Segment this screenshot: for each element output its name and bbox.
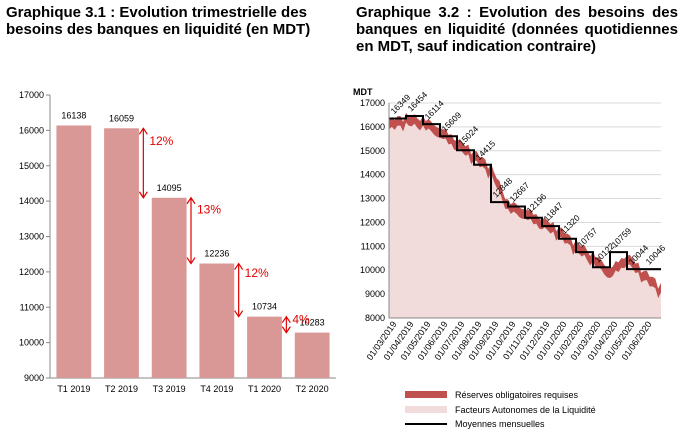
chart1-y-tick-label: 14000: [19, 196, 44, 206]
chart2-y-tick-label: 17000: [360, 98, 385, 108]
chart1-data-label: 16059: [109, 113, 134, 123]
chart1-arrow-head-down: [186, 257, 196, 265]
chart1-bar: [199, 263, 235, 378]
chart1-arrow-head-up: [186, 196, 196, 205]
chart2-y-tick-label: 8000: [365, 313, 385, 323]
chart1-y-tick-label: 10000: [19, 338, 44, 348]
chart1-arrow-head-up: [234, 262, 244, 270]
chart2-data-label: 11847: [541, 200, 565, 224]
chart1-y-tick-label: 9000: [24, 373, 44, 383]
chart2-y-tick-label: 13000: [360, 194, 385, 204]
chart1-x-tick-label: T4 2019: [200, 384, 233, 394]
chart1-x-tick-label: T3 2019: [153, 384, 186, 394]
chart1-arrow-head-up: [281, 315, 291, 323]
chart1-data-label: 12236: [204, 249, 229, 259]
chart1-y-tick-label: 16000: [19, 125, 44, 135]
legend-swatch-reserves: [405, 391, 447, 398]
legend-swatch-autonomous: [405, 406, 447, 413]
chart1-bar: [247, 316, 282, 378]
chart1-y-tick-label: 11000: [20, 302, 44, 312]
chart2-data-label: 12196: [524, 191, 548, 215]
chart2-y-tick-label: 14000: [360, 170, 385, 180]
chart1-bar: [294, 332, 330, 378]
chart1-change-label: 12%: [149, 134, 173, 148]
chart1-x-tick-label: T1 2020: [248, 384, 281, 394]
chart1-y-tick-label: 13000: [19, 232, 44, 242]
chart1-change-label: 4%: [292, 313, 310, 327]
chart2-y-tick-label: 9000: [365, 289, 385, 299]
chart1-bar: [151, 197, 187, 378]
chart1-x-tick-label: T2 2020: [296, 384, 329, 394]
chart1-x-tick-label: T1 2019: [57, 384, 90, 394]
chart2-y-tick-label: 10000: [360, 265, 385, 275]
chart1-arrow-head-down: [234, 310, 244, 318]
chart2-monthly-average-line: [389, 115, 661, 271]
legend-label-monthly-average: Moyennes mensuelles: [455, 419, 545, 429]
chart2-data-label: 15609: [439, 110, 463, 134]
chart2-y-axis-unit: MDT: [353, 87, 373, 97]
chart2-data-label: 11320: [558, 213, 582, 237]
chart1-title: Graphique 3.1 : Evolution trimestrielle …: [6, 4, 311, 38]
chart1-y-tick-label: 17000: [19, 90, 44, 100]
chart1-y-tick-label: 15000: [19, 161, 44, 171]
chart1-arrow-head-down: [281, 326, 291, 334]
chart1-bar: [56, 125, 92, 378]
chart2-y-tick-label: 15000: [360, 146, 385, 156]
chart1-data-label: 16138: [61, 110, 86, 120]
chart1-bar-chart: 9000 10000 11000 12000 13000 14000 15000 16000 1…: [19, 90, 336, 394]
chart1-data-label: 14095: [157, 183, 182, 193]
chart2-y-tick-label: 12000: [360, 217, 385, 227]
chart2-y-tick-label: 16000: [360, 122, 385, 132]
chart2-data-label: 14415: [473, 138, 497, 162]
chart1-y-tick-label: 12000: [19, 267, 44, 277]
chart2-title: Graphique 3.2 : Evolution des besoins de…: [356, 4, 678, 55]
chart1-arrow-head-down: [138, 191, 148, 199]
chart1-x-tick-label: T2 2019: [105, 384, 138, 394]
chart1-bar: [104, 128, 139, 378]
chart1-data-label: 10283: [300, 318, 325, 328]
chart1-arrow-head-up: [138, 127, 148, 135]
legend-label-reserves: Réserves obligatoires requises: [455, 390, 579, 400]
legend-label-autonomous: Facteurs Autonomes de la Liquidité: [455, 405, 596, 415]
chart2-area-autonomous: [389, 122, 661, 318]
chart1-change-label: 12%: [245, 266, 269, 280]
chart1-data-label: 10734: [252, 302, 277, 312]
chart2-y-tick-label: 11000: [361, 241, 385, 251]
chart1-change-label: 13%: [197, 203, 221, 217]
chart2-data-label: 16114: [422, 98, 446, 122]
